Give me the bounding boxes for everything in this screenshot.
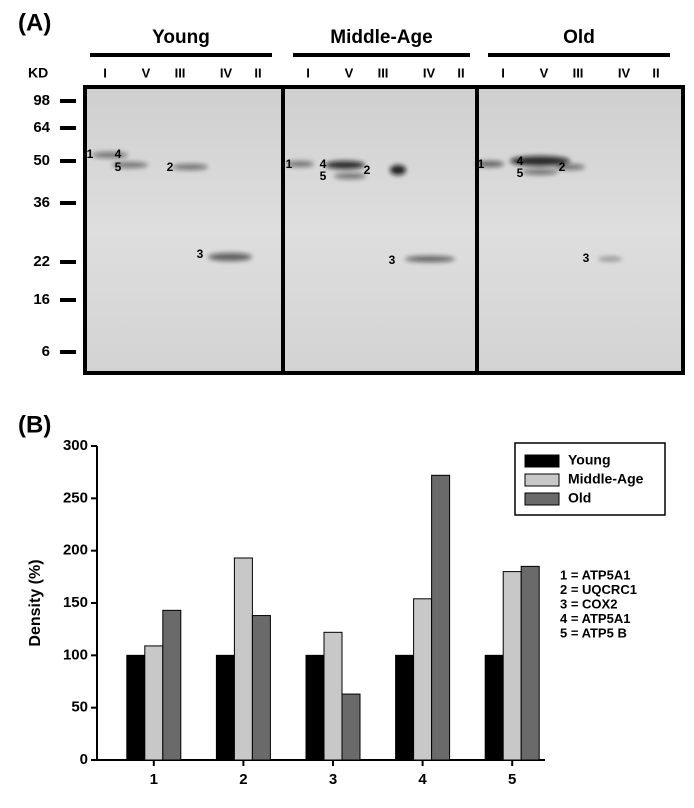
x-tick-label: 2 — [239, 771, 247, 788]
x-tick-label: 5 — [508, 771, 516, 788]
band — [112, 162, 148, 168]
panel-label: (A) — [18, 9, 51, 36]
y-tick-label: 300 — [63, 437, 88, 454]
lane-label: III — [175, 65, 186, 80]
y-tick-label: 50 — [71, 699, 88, 716]
lane-label: III — [573, 65, 584, 80]
lane-label: III — [378, 65, 389, 80]
bar — [395, 654, 415, 761]
bar — [126, 654, 146, 761]
x-tick-label: 3 — [329, 771, 337, 788]
bar — [431, 474, 451, 761]
band-label: 2 — [364, 163, 371, 177]
group-label: Young — [152, 27, 210, 48]
key-entry: 5 = ATP5 B — [560, 625, 627, 640]
bar — [233, 557, 253, 761]
lane-label: V — [142, 65, 151, 80]
bar — [162, 609, 182, 761]
band — [172, 164, 208, 170]
key-entry: 1 = ATP5A1 — [560, 567, 630, 582]
lane-label: I — [306, 65, 310, 80]
band — [522, 169, 558, 175]
band-label: 3 — [197, 247, 204, 261]
lane-label: IV — [220, 65, 233, 80]
band — [334, 173, 366, 179]
band-label: 5 — [517, 166, 524, 180]
legend-label: Old — [568, 490, 591, 506]
band — [510, 156, 570, 166]
y-tick-label: 200 — [63, 542, 88, 559]
bar — [305, 654, 325, 761]
bar — [484, 654, 504, 761]
lane-label: I — [501, 65, 505, 80]
lane-label: V — [540, 65, 549, 80]
band-label: 4 — [115, 147, 122, 161]
lane-label: IV — [618, 65, 631, 80]
y-axis-title: Density (%) — [27, 559, 44, 646]
band — [598, 257, 622, 261]
group-label: Old — [563, 27, 595, 48]
band — [208, 253, 252, 261]
band-label: 2 — [167, 160, 174, 174]
bar — [520, 565, 540, 761]
band-label: 3 — [583, 251, 590, 265]
band — [325, 161, 365, 169]
band-label: 1 — [286, 157, 293, 171]
legend-swatch — [524, 473, 560, 487]
band — [476, 161, 504, 167]
unit-label: KD — [28, 65, 48, 81]
gel-frame — [83, 85, 685, 375]
bar — [215, 654, 235, 761]
y-tick-label: 250 — [63, 489, 88, 506]
lane-label: II — [254, 65, 261, 80]
marker-label: 6 — [42, 343, 50, 360]
key-entry: 4 = ATP5A1 — [560, 611, 630, 626]
panel-label: (B) — [18, 411, 51, 438]
bar — [413, 598, 433, 761]
marker-label: 98 — [33, 92, 50, 109]
band — [405, 256, 455, 262]
y-tick-label: 0 — [80, 751, 88, 768]
legend-label: Young — [568, 452, 611, 468]
band-label: 3 — [389, 253, 396, 267]
bar — [323, 631, 343, 761]
band-label: 5 — [320, 169, 327, 183]
bar — [144, 645, 164, 761]
group-label: Middle-Age — [330, 27, 432, 48]
marker-label: 36 — [33, 194, 50, 211]
marker-label: 50 — [33, 152, 50, 169]
bar — [341, 693, 361, 761]
band-label: 5 — [115, 160, 122, 174]
key-entry: 2 = UQCRC1 — [560, 582, 637, 597]
band — [286, 161, 314, 167]
band-label: 4 — [320, 157, 327, 171]
band — [92, 152, 128, 158]
x-tick-label: 1 — [150, 771, 158, 788]
marker-label: 22 — [33, 253, 50, 270]
legend-swatch — [524, 454, 560, 468]
bar — [502, 571, 522, 761]
band-label: 1 — [478, 157, 485, 171]
lane-label: II — [457, 65, 464, 80]
lane-label: II — [652, 65, 659, 80]
lane-label: I — [103, 65, 107, 80]
y-tick-label: 100 — [63, 646, 88, 663]
gel-image — [85, 87, 683, 373]
band-label: 1 — [87, 147, 94, 161]
y-tick-label: 150 — [63, 594, 88, 611]
band-label: 2 — [559, 160, 566, 174]
marker-label: 16 — [33, 291, 50, 308]
lane-label: IV — [423, 65, 436, 80]
band — [555, 164, 585, 170]
band-label: 4 — [517, 154, 524, 168]
marker-label: 64 — [33, 119, 50, 136]
bar — [251, 615, 271, 761]
key-entry: 3 = COX2 — [560, 596, 617, 611]
lane-label: V — [345, 65, 354, 80]
legend-label: Middle-Age — [568, 471, 644, 487]
legend-swatch — [524, 492, 560, 506]
x-tick-label: 4 — [418, 771, 427, 788]
band — [390, 165, 406, 175]
